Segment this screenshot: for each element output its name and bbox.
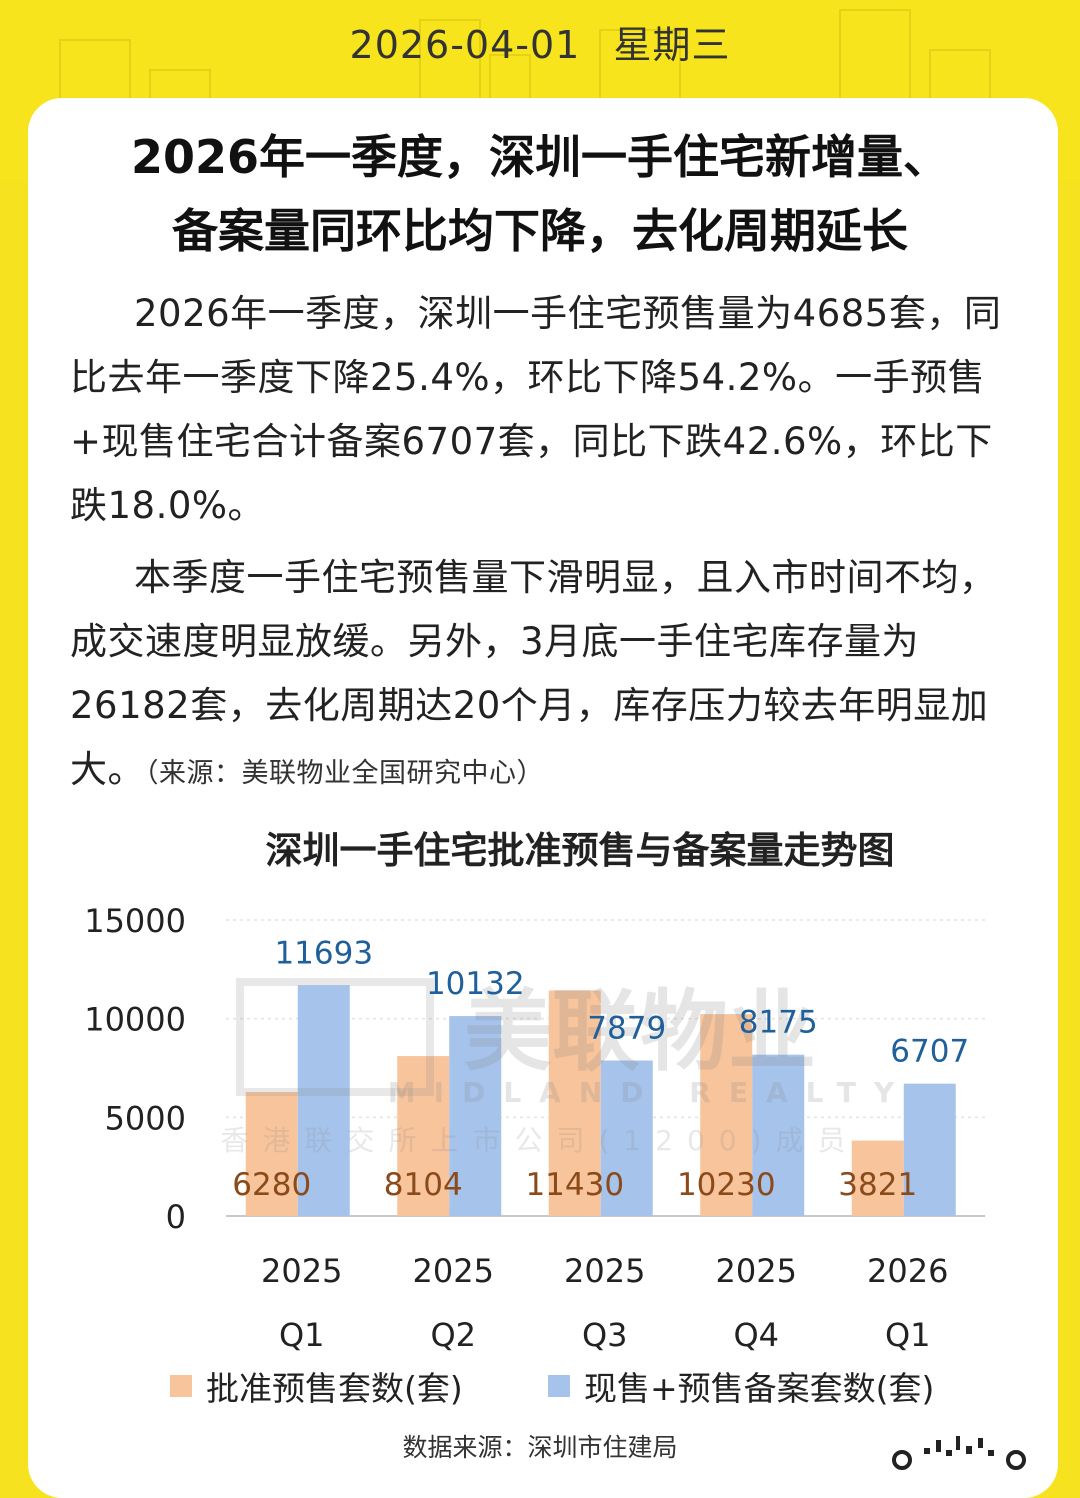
x-tick-quarter-4: Q1 <box>885 1316 931 1354</box>
trend-chart: 深圳一手住宅批准预售与备案量走势图 15000 10000 5000 0 美联物业MI… <box>84 829 985 1354</box>
chart-data-labels: 6280 11693 8104 10132 11430 7879 10230 8175 3821… <box>232 935 969 1203</box>
legend-label-presale: 批准预售套数(套) <box>206 1369 463 1408</box>
chart-legend: 批准预售套数(套) 现售+预售备案套数(套) <box>170 1362 970 1412</box>
bar-registered-0 <box>297 985 350 1216</box>
x-tick-year-4: 2026 <box>867 1252 948 1290</box>
weekday-text: 星期三 <box>613 23 731 67</box>
headline-line-2: 备案量同环比均下降，去化周期延长 <box>172 204 908 258</box>
date-text: 2026-04-01 <box>349 23 581 67</box>
y-tick-label-3: 0 <box>166 1198 186 1236</box>
watermark-en: MIDLAND REALTY <box>388 1076 912 1109</box>
data-label-registered-1: 10132 <box>426 966 525 1002</box>
data-label-presale-3: 10230 <box>677 1167 776 1203</box>
paragraph-2-source: （来源：美联物业全国研究中心） <box>145 758 544 789</box>
x-axis-ticks: 2025 Q1 2025 Q2 2025 Q3 2025 Q4 2026 Q1 <box>261 1252 948 1354</box>
paragraph-1-text: 2026年一季度，深圳一手住宅预售量为4685套，同比去年一季度下降25.4%，… <box>70 292 1002 527</box>
chart-bars <box>245 985 956 1216</box>
article-card <box>28 98 1058 1498</box>
paragraph-2: 本季度一手住宅预售量下滑明显，且入市时间不均，成交速度明显放缓。另外，3月底一手… <box>70 546 1030 806</box>
chart-title: 深圳一手住宅批准预售与备案量走势图 <box>266 829 895 872</box>
watermark-logo-mark <box>236 978 434 1096</box>
headline: 2026年一季度，深圳一手住宅新增量、 备案量同环比均下降，去化周期延长 <box>60 120 1020 268</box>
bar-registered-2 <box>600 1060 653 1216</box>
legend-swatch-registered <box>548 1375 570 1397</box>
legend-item-presale: 批准预售套数(套) <box>170 1362 463 1410</box>
legend-label-registered: 现售+预售备案套数(套) <box>584 1369 935 1408</box>
bar-presale-4 <box>851 1140 904 1216</box>
x-tick-year-0: 2025 <box>261 1252 342 1290</box>
data-label-registered-3: 8175 <box>739 1005 818 1041</box>
date-line: 2026-04-01 星期三 <box>0 14 1080 69</box>
data-source-note: 数据来源：深圳市住建局 <box>402 1433 678 1462</box>
bar-presale-1 <box>397 1056 450 1216</box>
x-tick-quarter-0: Q1 <box>279 1316 325 1354</box>
data-label-registered-4: 6707 <box>890 1034 969 1070</box>
headline-line-1: 2026年一季度，深圳一手住宅新增量、 <box>130 130 950 184</box>
data-label-presale-4: 3821 <box>838 1167 917 1203</box>
bar-registered-1 <box>449 1016 502 1216</box>
data-label-presale-1: 8104 <box>384 1167 463 1203</box>
paragraph-1: 2026年一季度，深圳一手住宅预售量为4685套，同比去年一季度下降25.4%，… <box>70 282 1030 538</box>
x-tick-quarter-1: Q2 <box>430 1316 476 1354</box>
paragraph-2-text: 本季度一手住宅预售量下滑明显，且入市时间不均，成交速度明显放缓。另外，3月底一手… <box>70 556 997 791</box>
x-tick-quarter-3: Q4 <box>733 1316 779 1354</box>
bar-presale-2 <box>548 990 601 1216</box>
y-axis-ticks: 15000 10000 5000 0 <box>84 902 186 1236</box>
bar-registered-3 <box>752 1054 805 1216</box>
data-label-presale-2: 11430 <box>525 1167 624 1203</box>
legend-swatch-presale <box>170 1375 192 1397</box>
data-label-presale-0: 6280 <box>232 1167 311 1203</box>
x-tick-year-3: 2025 <box>716 1252 797 1290</box>
watermark-sub: 香港联交所上市公司(1200)成员 <box>220 1124 859 1157</box>
data-label-registered-0: 11693 <box>274 935 373 971</box>
legend-item-registered: 现售+预售备案套数(套) <box>548 1362 934 1410</box>
y-tick-label-0: 15000 <box>84 902 186 940</box>
x-tick-year-1: 2025 <box>413 1252 494 1290</box>
x-tick-year-2: 2025 <box>564 1252 645 1290</box>
x-tick-quarter-2: Q3 <box>582 1316 628 1354</box>
data-label-registered-2: 7879 <box>587 1011 666 1047</box>
bar-presale-0 <box>245 1092 298 1216</box>
bar-registered-4 <box>903 1083 956 1216</box>
y-tick-label-1: 10000 <box>84 1001 186 1039</box>
qr-code-icon <box>892 1436 1026 1470</box>
watermark-cn: 美联物业 <box>464 980 816 1083</box>
bar-presale-3 <box>700 1014 753 1216</box>
y-tick-label-2: 5000 <box>105 1099 186 1137</box>
